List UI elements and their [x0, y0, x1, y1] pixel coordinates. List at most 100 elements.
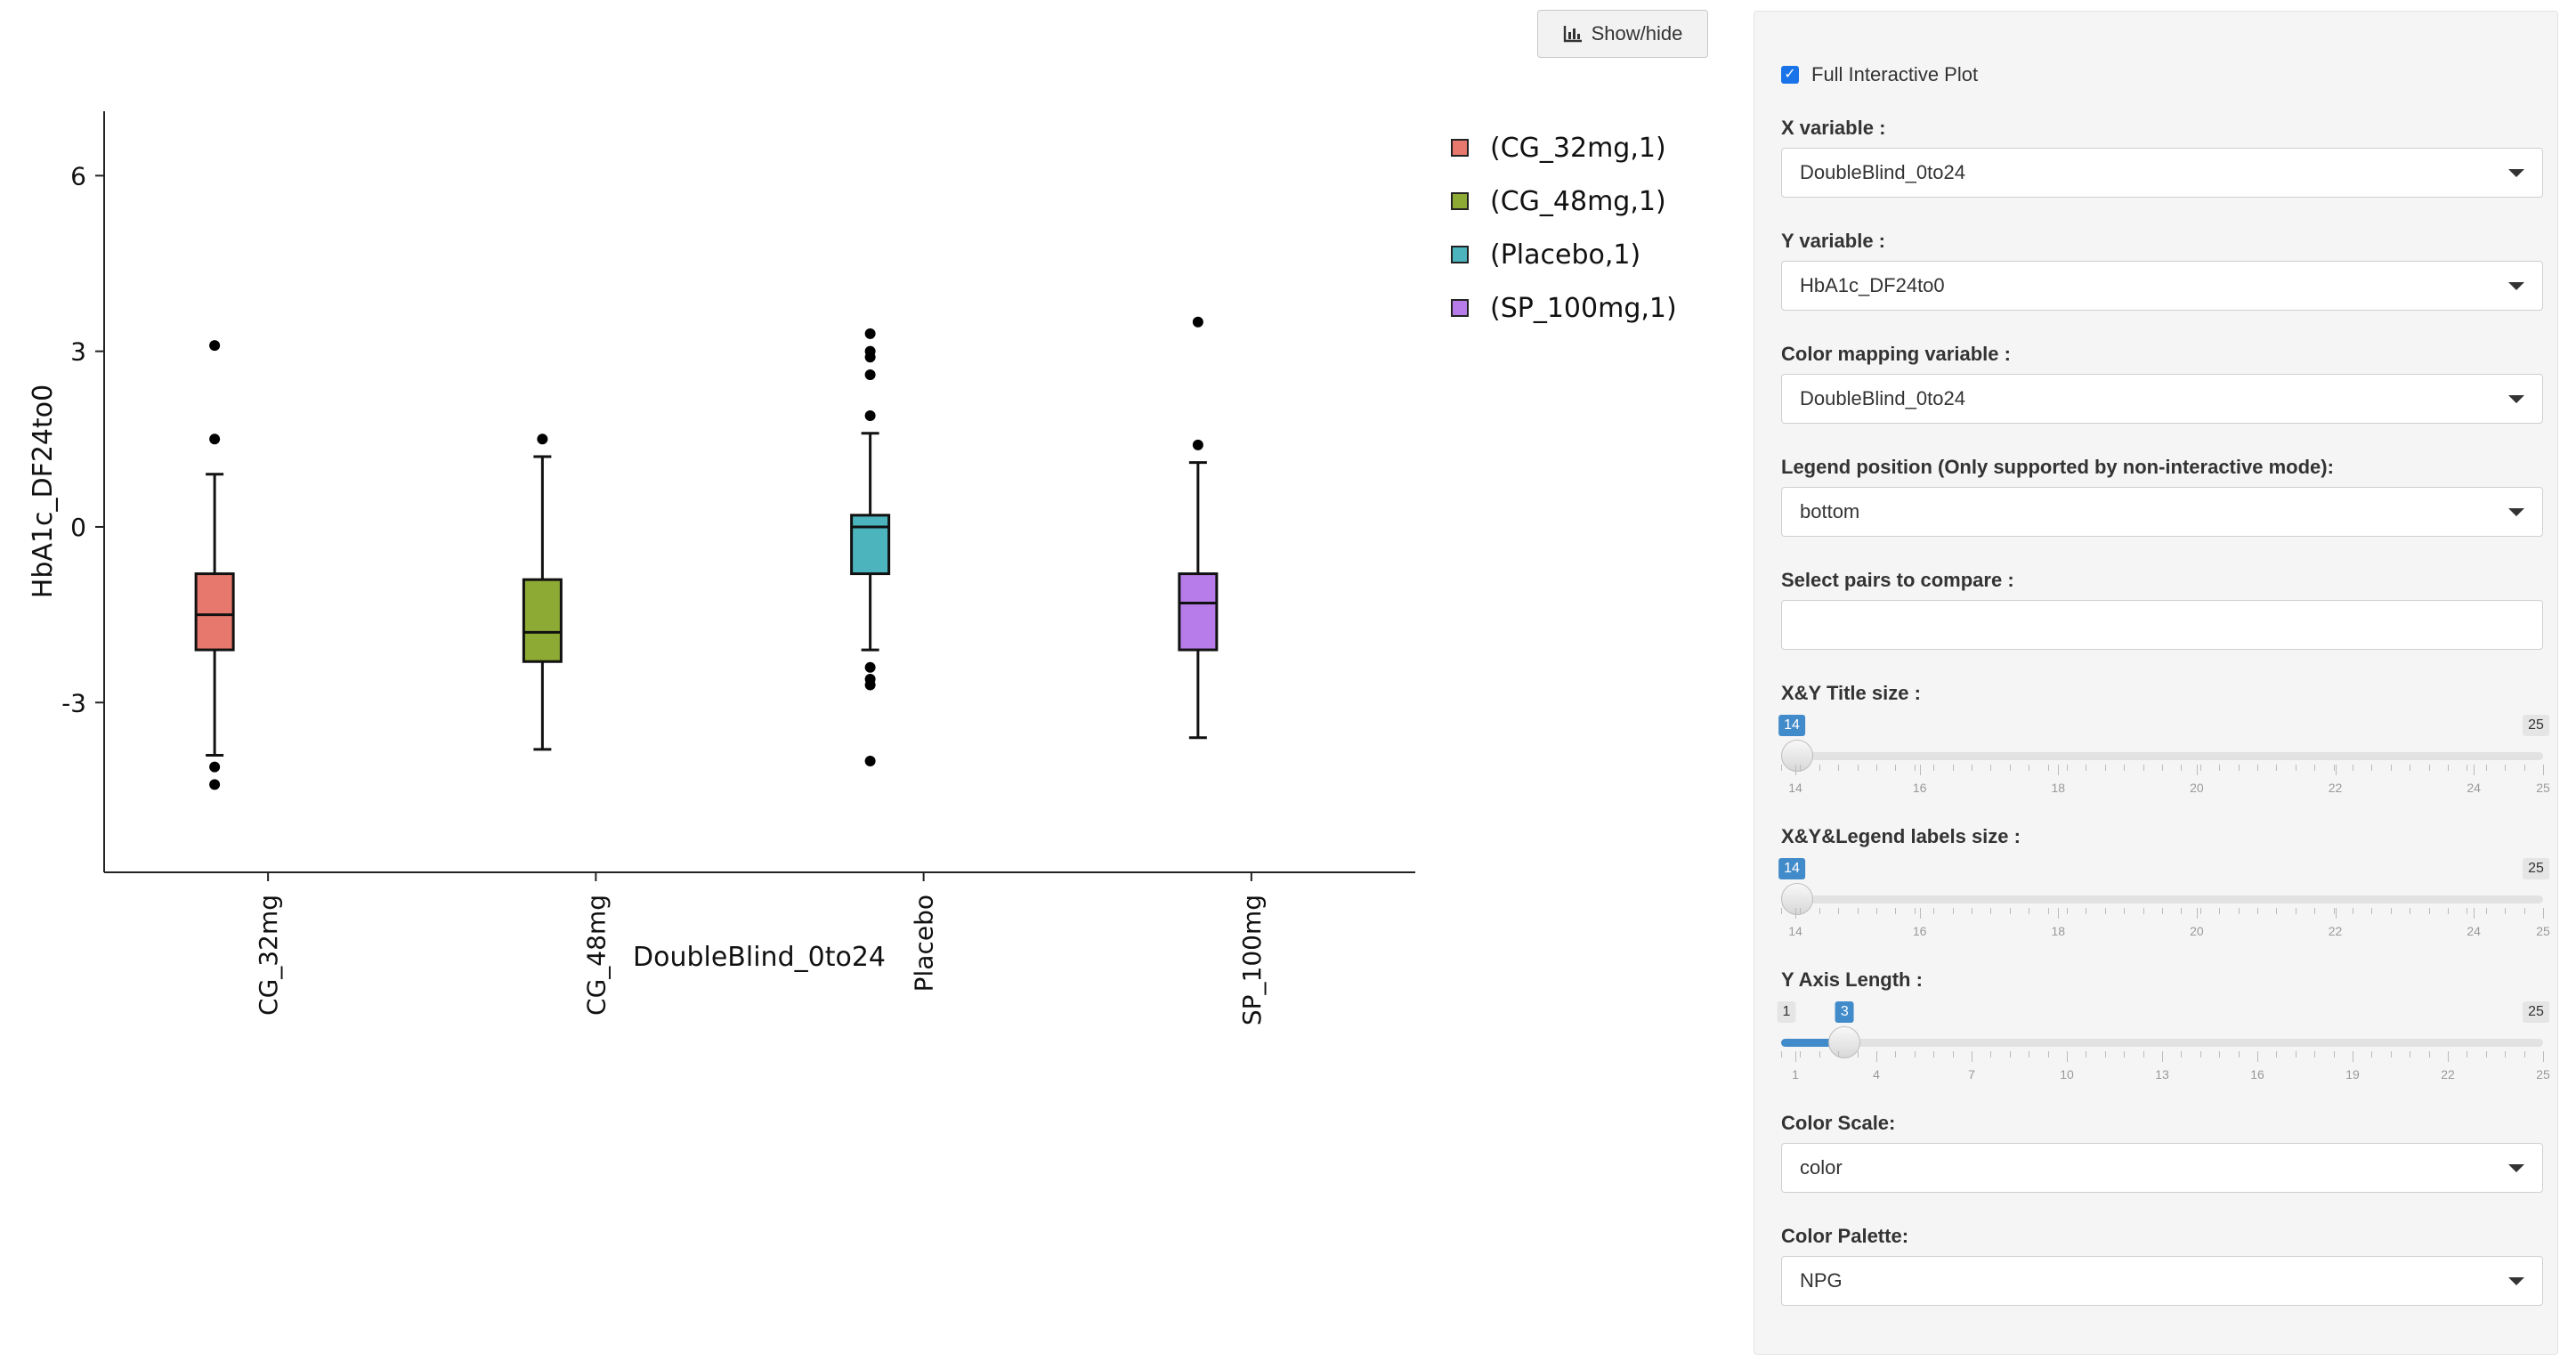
outlier-point	[864, 756, 876, 767]
slider-minor-tick	[2276, 908, 2278, 914]
box-SP_100mg	[1178, 316, 1219, 740]
bar-chart-icon	[1563, 26, 1582, 43]
legend-item[interactable]: (Placebo,1)	[1451, 228, 1677, 281]
caret-down-icon	[2508, 281, 2524, 290]
slider-minor-tick	[2333, 908, 2335, 914]
outlier-point	[209, 761, 221, 773]
x-variable-label: X variable :	[1781, 117, 1886, 139]
slider-minor-tick	[1952, 1051, 1954, 1057]
slider-ticks: 14 16 18 20 22 24 25	[1781, 908, 2550, 938]
slider-handle[interactable]	[1781, 740, 1813, 772]
slider-minor-tick	[2067, 1051, 2068, 1057]
slider-minor-tick	[2104, 765, 2106, 771]
slider-tick-label: 7	[1968, 1067, 1975, 1081]
color-mapping-select[interactable]: DoubleBlind_0to24	[1781, 374, 2543, 424]
slider-max-label: 25	[2523, 858, 2549, 879]
full-interactive-checkbox[interactable]: ✓ Full Interactive Plot	[1781, 63, 1978, 86]
slider-minor-tick	[2523, 1051, 2525, 1057]
box-series	[194, 316, 1219, 790]
slider-handle[interactable]	[1828, 1026, 1861, 1058]
labels-size-slider[interactable]: 25 14 14 16 18 20 22 24 25	[1778, 858, 2550, 947]
slider-minor-tick	[2390, 908, 2392, 914]
y-tick-label: 0	[70, 513, 86, 542]
slider-tick-label: 25	[2536, 781, 2550, 795]
title-size-slider[interactable]: 25 14 14 16 18 20 22 24 25	[1778, 715, 2550, 804]
outlier-point	[864, 661, 876, 673]
slider-minor-tick	[2067, 765, 2068, 771]
slider-tick-label: 22	[2328, 924, 2343, 938]
slider-minor-tick	[1781, 908, 1782, 914]
caret-down-icon	[2508, 168, 2524, 177]
slider-minor-tick	[2505, 908, 2507, 914]
slider-tick-label: 1	[1792, 1067, 1799, 1081]
slider-minor-tick	[2009, 1051, 2011, 1057]
slider-minor-tick	[2219, 1051, 2221, 1057]
slider-minor-tick	[2543, 908, 2544, 914]
outlier-point	[209, 340, 221, 352]
slider-minor-tick	[2199, 908, 2201, 914]
chart-axes	[103, 111, 1415, 873]
slider-tick-label: 24	[2467, 781, 2481, 795]
slider-minor-tick	[1895, 1051, 1897, 1057]
box-iqr	[850, 514, 891, 576]
slider-minor-tick	[1972, 765, 1973, 771]
legend-item[interactable]: (CG_48mg,1)	[1451, 174, 1677, 228]
show-hide-label: Show/hide	[1591, 22, 1683, 45]
title-size-label: X&Y Title size :	[1781, 682, 1921, 704]
slider-tick	[2058, 765, 2060, 775]
slider-minor-tick	[1972, 908, 1973, 914]
slider-minor-tick	[2485, 765, 2487, 771]
slider-minor-tick	[2371, 908, 2373, 914]
boxplot-chart: -3 0 3 6 CG_32mg CG_48mg Placebo SP_100mg HbA1…	[28, 111, 1415, 1025]
slider-minor-tick	[2238, 908, 2240, 914]
legend-swatch	[1451, 139, 1469, 157]
slider-minor-tick	[1800, 1051, 1802, 1057]
slider-minor-tick	[2448, 765, 2449, 771]
show-hide-button[interactable]: Show/hide	[1537, 10, 1708, 58]
slider-tick	[2196, 908, 2198, 919]
slider-minor-tick	[2428, 765, 2430, 771]
box-CG_48mg	[522, 433, 563, 751]
slider-minor-tick	[2047, 765, 2049, 771]
legend-position-label: Legend position (Only supported by non-i…	[1781, 456, 2334, 478]
color-scale-select[interactable]: color	[1781, 1143, 2543, 1193]
slider-minor-tick	[2505, 765, 2507, 771]
slider-minor-tick	[1933, 765, 1935, 771]
slider-handle[interactable]	[1781, 883, 1813, 915]
x-variable-select[interactable]: DoubleBlind_0to24	[1781, 148, 2543, 198]
y-axis-title: HbA1c_DF24to0	[28, 385, 59, 598]
slider-tick	[2474, 908, 2475, 919]
slider-minor-tick	[2428, 908, 2430, 914]
y-axis-ticks: -3 0 3 6	[61, 161, 104, 717]
slider-minor-tick	[2181, 765, 2183, 771]
y-variable-value: HbA1c_DF24to0	[1800, 274, 1945, 296]
color-palette-label: Color Palette:	[1781, 1225, 1909, 1247]
slider-minor-tick	[2276, 1051, 2278, 1057]
slider-track	[1781, 895, 2543, 903]
slider-minor-tick	[1876, 908, 1877, 914]
slider-minor-tick	[2238, 765, 2240, 771]
slider-value-label: 3	[1835, 1001, 1854, 1023]
pairs-compare-input[interactable]	[1781, 600, 2543, 650]
outlier-point	[1192, 439, 1203, 450]
full-interactive-label: Full Interactive Plot	[1811, 63, 1979, 85]
slider-minor-tick	[2162, 1051, 2163, 1057]
slider-minor-tick	[2295, 1051, 2297, 1057]
legend-position-value: bottom	[1800, 500, 1860, 522]
y-axis-length-slider[interactable]: 1 25 3 1 4 7 10 13 16 19 22 25	[1777, 1001, 2550, 1090]
slider-ticks: 14 16 18 20 22 24 25	[1781, 765, 2550, 795]
legend-position-select[interactable]: bottom	[1781, 487, 2543, 537]
slider-minor-tick	[2333, 765, 2335, 771]
slider-minor-tick	[1857, 765, 1859, 771]
pairs-compare-label: Select pairs to compare :	[1781, 569, 2014, 591]
y-variable-select[interactable]: HbA1c_DF24to0	[1781, 261, 2543, 311]
slider-minor-tick	[2485, 1051, 2487, 1057]
slider-minor-tick	[2333, 1051, 2335, 1057]
slider-tick	[2058, 908, 2060, 919]
color-palette-select[interactable]: NPG	[1781, 1256, 2543, 1306]
legend-item[interactable]: (SP_100mg,1)	[1451, 281, 1677, 335]
legend-label: (CG_48mg,1)	[1490, 185, 1666, 217]
legend-item[interactable]: (CG_32mg,1)	[1451, 121, 1677, 174]
x-tick-label: CG_32mg	[254, 895, 283, 1016]
x-axis-title: DoubleBlind_0to24	[633, 942, 886, 973]
